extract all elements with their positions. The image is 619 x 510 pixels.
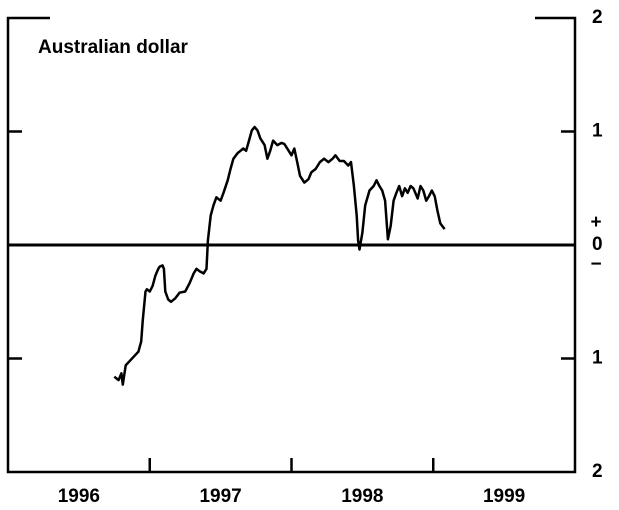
- x-tick-label: 1998: [341, 486, 383, 507]
- y-tick-label: 0: [592, 234, 603, 255]
- y-tick-label: 1: [592, 121, 603, 142]
- x-tick-label: 1997: [199, 486, 241, 507]
- chart-title: Australian dollar: [38, 37, 189, 58]
- x-tick-label: 1999: [483, 486, 525, 507]
- y-tick-label: 1: [592, 348, 603, 369]
- data-line: [113, 125, 446, 386]
- sign-annotation: +: [590, 212, 601, 233]
- y-tick-label: 2: [592, 461, 603, 482]
- sign-annotation: −: [590, 254, 601, 275]
- x-tick-label: 1996: [58, 486, 100, 507]
- y-tick-label: 2: [592, 7, 603, 28]
